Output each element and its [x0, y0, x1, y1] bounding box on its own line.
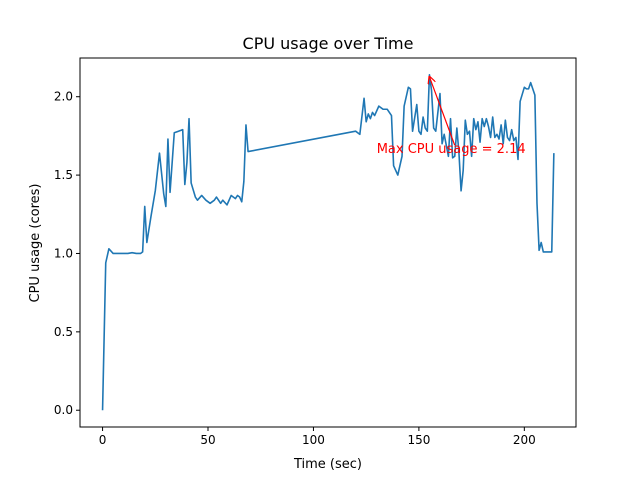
x-axis: 0 50 100 150 200 — [99, 427, 536, 447]
y-axis: 0.0 0.5 1.0 1.5 2.0 — [54, 90, 80, 417]
y-tick-label: 1.0 — [54, 246, 73, 260]
x-tick-label: 50 — [200, 433, 215, 447]
y-tick-label: 0.0 — [54, 403, 73, 417]
chart-title: CPU usage over Time — [243, 34, 414, 53]
annotation-arrow — [429, 77, 456, 146]
y-tick-label: 2.0 — [54, 90, 73, 104]
plot-frame — [79, 57, 577, 428]
x-tick-label: 200 — [513, 433, 536, 447]
series-layer — [101, 73, 555, 411]
series-line-0 — [101, 73, 555, 411]
x-axis-label: Time (sec) — [293, 457, 362, 472]
y-tick-label: 0.5 — [54, 325, 73, 339]
x-tick-label: 150 — [407, 433, 430, 447]
x-tick-label: 100 — [302, 433, 325, 447]
annotation-layer: Max CPU usage = 2.14 — [377, 77, 526, 157]
x-tick-label: 0 — [99, 433, 107, 447]
y-axis-label: CPU usage (cores) — [28, 184, 43, 303]
annotation-label: Max CPU usage = 2.14 — [377, 142, 526, 157]
y-tick-label: 1.5 — [54, 168, 73, 182]
